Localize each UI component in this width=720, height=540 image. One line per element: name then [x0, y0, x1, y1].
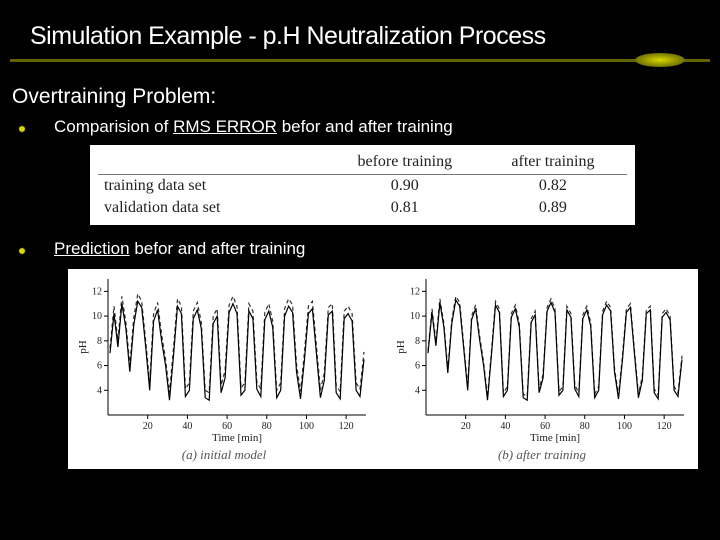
col-empty	[98, 151, 331, 175]
svg-text:4: 4	[415, 385, 420, 396]
title-underline	[10, 59, 710, 73]
cell-after: 0.89	[479, 197, 627, 219]
row-label: validation data set	[98, 197, 331, 219]
prediction-charts: 20 40 60 80 100 120 4 6 8 10 12 Time [min] pH (a) in…	[68, 269, 698, 469]
cell-before: 0.81	[331, 197, 479, 219]
bullet-post: befor and after training	[277, 117, 453, 136]
chart-svg-a: 20 40 60 80 100 120 4 6 8 10 12 Time [min] pH	[74, 273, 374, 445]
section-heading: Overtraining Problem:	[0, 81, 720, 115]
svg-text:8: 8	[415, 336, 420, 347]
bullet-text: Prediction befor and after training	[54, 239, 305, 259]
svg-text:40: 40	[500, 421, 510, 432]
svg-text:8: 8	[97, 336, 102, 347]
svg-text:80: 80	[580, 421, 590, 432]
bullet-item: Comparision of RMS ERROR befor and after…	[0, 115, 720, 141]
svg-text:6: 6	[97, 361, 102, 372]
svg-text:20: 20	[143, 421, 153, 432]
svg-text:20: 20	[461, 421, 471, 432]
svg-text:40: 40	[182, 421, 192, 432]
svg-text:Time [min]: Time [min]	[212, 432, 262, 444]
svg-text:120: 120	[339, 421, 354, 432]
chart-panel-a: 20 40 60 80 100 120 4 6 8 10 12 Time [min] pH (a) in…	[74, 273, 374, 463]
table-row: training data set 0.90 0.82	[98, 175, 627, 198]
svg-text:60: 60	[222, 421, 232, 432]
bullet-text: Comparision of RMS ERROR befor and after…	[54, 117, 453, 137]
table-row: validation data set 0.81 0.89	[98, 197, 627, 219]
svg-text:12: 12	[92, 286, 102, 297]
underline-bar	[10, 59, 710, 62]
svg-text:100: 100	[617, 421, 632, 432]
svg-text:pH: pH	[77, 340, 89, 354]
slide-title: Simulation Example - p.H Neutralization …	[0, 0, 720, 59]
svg-text:100: 100	[299, 421, 314, 432]
table-row: before training after training	[98, 151, 627, 175]
chart-caption-b: (b) after training	[392, 447, 692, 463]
svg-text:12: 12	[410, 286, 420, 297]
bullet-icon	[18, 247, 26, 255]
underline-ball	[635, 53, 685, 67]
svg-text:80: 80	[262, 421, 272, 432]
chart-svg-b: 20 40 60 80 100 120 4 6 8 10 12 Time [min] pH	[392, 273, 692, 445]
row-label: training data set	[98, 175, 331, 198]
bullet-emph: RMS ERROR	[173, 117, 277, 136]
svg-text:pH: pH	[395, 340, 407, 354]
svg-text:120: 120	[657, 421, 672, 432]
cell-after: 0.82	[479, 175, 627, 198]
col-after: after training	[479, 151, 627, 175]
chart-panel-b: 20 40 60 80 100 120 4 6 8 10 12 Time [min] pH (b) af…	[392, 273, 692, 463]
svg-text:60: 60	[540, 421, 550, 432]
bullet-pre: Comparision of	[54, 117, 173, 136]
col-before: before training	[331, 151, 479, 175]
bullet-icon	[18, 125, 26, 133]
svg-text:10: 10	[410, 311, 420, 322]
svg-text:10: 10	[92, 311, 102, 322]
bullet-emph: Prediction	[54, 239, 130, 258]
rms-table-wrap: before training after training training …	[90, 145, 635, 225]
cell-before: 0.90	[331, 175, 479, 198]
rms-table: before training after training training …	[98, 151, 627, 219]
svg-text:4: 4	[97, 385, 102, 396]
svg-text:Time [min]: Time [min]	[530, 432, 580, 444]
bullet-item: Prediction befor and after training	[0, 237, 720, 263]
svg-text:6: 6	[415, 361, 420, 372]
bullet-post: befor and after training	[130, 239, 306, 258]
chart-caption-a: (a) initial model	[74, 447, 374, 463]
